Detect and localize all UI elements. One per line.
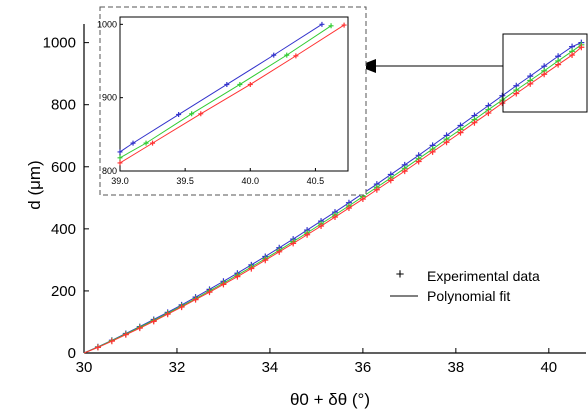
inset-data-point — [117, 155, 123, 161]
inset-y-tick-label: 800 — [102, 166, 117, 176]
data-point — [318, 223, 325, 230]
y-axis-title: d (μm) — [25, 160, 44, 209]
inset-plot-area — [119, 16, 349, 172]
inset-frame — [99, 6, 367, 196]
y-tick-label: 1000 — [43, 35, 76, 52]
legend: + Experimental data Polynomial fit — [390, 266, 540, 304]
y-tick-label: 200 — [51, 283, 76, 300]
data-point — [457, 129, 464, 136]
y-tick-label: 800 — [51, 97, 76, 114]
inset-data-point — [271, 52, 277, 58]
callout-arrowhead — [358, 59, 376, 73]
inset-data-point — [130, 140, 136, 146]
y-tick-label: 0 — [68, 345, 76, 362]
data-point — [471, 119, 478, 126]
data-point — [94, 344, 101, 351]
inset-series-line-0 — [119, 23, 323, 153]
data-point — [578, 44, 585, 51]
data-point — [248, 265, 255, 272]
inset-data-point — [319, 21, 325, 27]
x-tick-label: 38 — [448, 359, 465, 376]
x-tick-label: 34 — [262, 359, 279, 376]
data-point — [150, 318, 157, 325]
inset-data-point — [143, 140, 149, 146]
inset-data-point — [189, 111, 195, 117]
data-point — [136, 325, 143, 332]
data-point — [373, 186, 380, 193]
data-point — [262, 257, 269, 264]
inset-data-point — [224, 81, 230, 87]
legend-label-fit: Polynomial fit — [427, 288, 510, 304]
data-point — [332, 214, 338, 221]
data-point — [164, 311, 171, 318]
data-point — [555, 61, 562, 68]
inset-series-line-1 — [119, 25, 332, 159]
data-point — [513, 90, 520, 97]
data-point — [290, 240, 297, 247]
data-point — [206, 289, 213, 296]
data-point — [415, 158, 422, 165]
data-point — [569, 52, 576, 59]
data-point — [276, 248, 283, 255]
inset-data-point — [150, 140, 156, 146]
x-axis-title: θ0 + δθ (°) — [290, 390, 370, 409]
legend-label-experimental: Experimental data — [427, 268, 540, 284]
inset-data-point — [237, 81, 243, 87]
inset-data-point — [284, 52, 290, 58]
zoom-callout — [358, 33, 588, 113]
x-tick-label: 40 — [540, 359, 557, 376]
data-point — [192, 296, 199, 303]
data-point — [345, 205, 352, 212]
y-tick-label: 400 — [51, 221, 76, 238]
zoom-region-box — [502, 33, 588, 113]
inset-x-tick-label: 40.0 — [242, 176, 260, 186]
data-point — [499, 100, 506, 107]
data-point — [108, 338, 115, 345]
data-point — [527, 80, 534, 87]
data-point — [387, 177, 394, 184]
inset-series-line-2 — [119, 24, 345, 164]
data-point — [304, 231, 311, 238]
inset-data-point — [341, 22, 347, 28]
inset-x-tick-label: 39.5 — [176, 176, 194, 186]
data-point — [541, 71, 548, 78]
inset-data-point — [328, 23, 334, 29]
inset-data-point — [176, 112, 182, 118]
data-point — [234, 273, 241, 280]
inset-x-tick-label: 39.0 — [111, 176, 129, 186]
data-point — [359, 196, 366, 203]
data-point — [220, 281, 227, 288]
x-tick-label: 36 — [355, 359, 372, 376]
inset-y-tick-label: 1000 — [97, 19, 117, 29]
inset-data-point — [293, 53, 299, 59]
data-point — [485, 110, 492, 117]
y-tick-label: 600 — [51, 159, 76, 176]
data-point — [178, 304, 185, 311]
data-point — [429, 148, 436, 155]
x-tick-label: 32 — [169, 359, 186, 376]
data-point — [401, 168, 408, 175]
inset-data-point — [198, 111, 204, 117]
data-point — [443, 139, 450, 146]
inset-data-point — [117, 149, 123, 155]
inset-x-tick-label: 40.5 — [307, 176, 325, 186]
inset-y-tick-label: 900 — [102, 93, 117, 103]
data-point — [122, 331, 129, 338]
inset-data-point — [117, 160, 123, 166]
inset-data-point — [247, 81, 253, 87]
x-tick-label: 30 — [76, 359, 93, 376]
legend-marker-experimental: + — [396, 266, 405, 283]
inset-plot: 39.0 39.5 40.0 40.5 800 900 1000 — [97, 6, 367, 196]
